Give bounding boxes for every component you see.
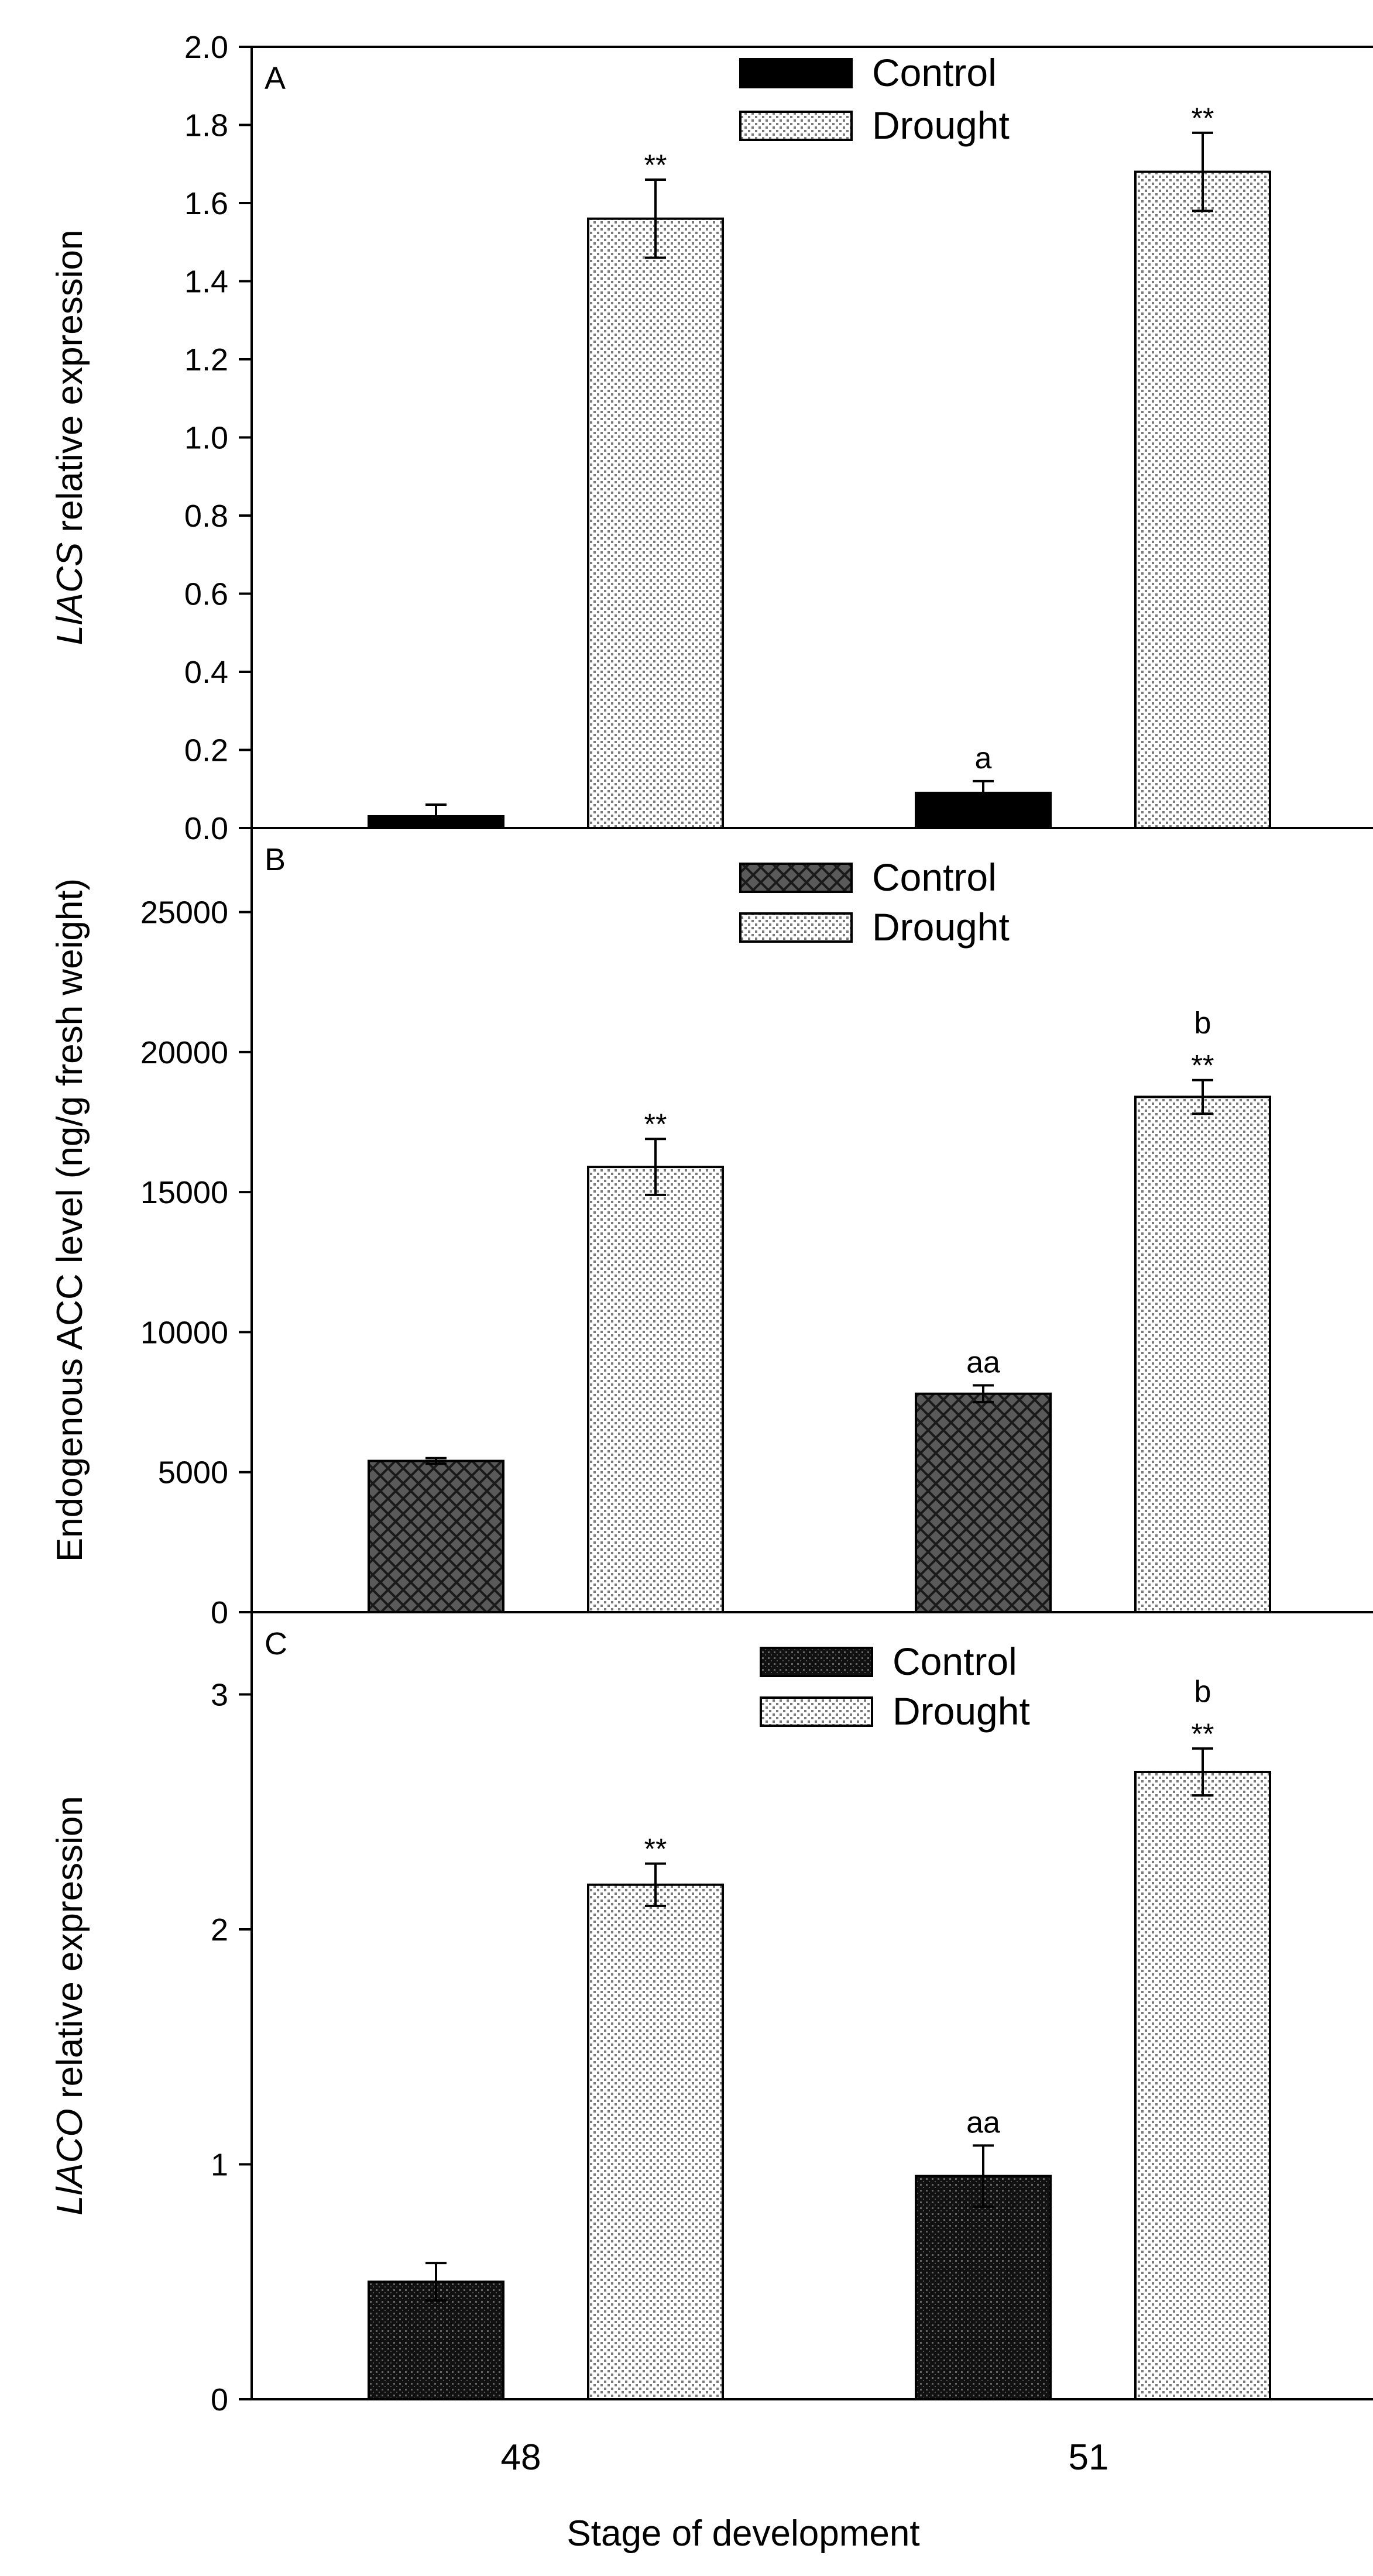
y-axis-label-rest: relative expression: [50, 230, 90, 542]
legend-swatch-control: [739, 58, 853, 88]
significance-stars: **: [1192, 1049, 1214, 1082]
panel-c: aa ** ** b 0 1 2 3 C LlACO relative expression Con…: [50, 1612, 1373, 2478]
y-tick-label: 1.0: [184, 421, 228, 456]
y-tick-label: 0.6: [184, 577, 228, 612]
bar-drought-48: [587, 1166, 724, 1613]
error-bar: [645, 1862, 666, 1907]
panel-letter: B: [265, 842, 286, 877]
legend-label-drought: Drought: [872, 905, 1010, 949]
y-tick-label: 1.2: [184, 342, 228, 377]
y-axis-label: LlACO relative expression: [50, 1796, 90, 2216]
y-tick-label: 5000: [158, 1455, 228, 1490]
error-bar: [425, 1457, 447, 1465]
bar-drought-48: [587, 217, 724, 830]
significance-stars: **: [644, 1833, 667, 1866]
y-tick-label: 0: [211, 1595, 228, 1630]
significance-letter: a: [975, 741, 992, 775]
bar-control-48: [368, 1459, 504, 1614]
error-bar: [1192, 1079, 1213, 1115]
bar-control-51: [915, 1392, 1052, 1614]
y-tick-label: 0.2: [184, 733, 228, 768]
panel-letter: A: [265, 61, 286, 96]
panel-a: a ** ** 0.0 0.2 0.4 0.6 0.8 1.0 1.2 1.4 1.6 1.8 2.0 A L…: [50, 30, 1373, 846]
y-tick-label: 1.6: [184, 186, 228, 221]
significance-letter: b: [1194, 1007, 1211, 1040]
y-tick-label: 0.0: [184, 811, 228, 846]
legend-swatch-control: [760, 1647, 873, 1677]
bar-control-51: [915, 2175, 1052, 2400]
significance-letter: b: [1194, 1675, 1211, 1709]
error-bar: [1192, 1747, 1213, 1797]
error-bar: [425, 2262, 447, 2302]
y-tick-label: 1.4: [184, 265, 228, 300]
x-tick-label: 48: [501, 2437, 541, 2478]
error-bar: [973, 1384, 994, 1404]
x-axis-label: Stage of development: [567, 2513, 919, 2554]
significance-stars: **: [1192, 102, 1214, 135]
y-tick-label: 10000: [140, 1315, 228, 1350]
error-bar: [645, 178, 666, 259]
y-tick-label: 2.0: [184, 30, 228, 65]
legend-label-drought: Drought: [893, 1689, 1030, 1733]
legend-label-drought: Drought: [872, 104, 1010, 147]
y-axis-label-gene: LlACO: [50, 2108, 90, 2216]
significance-stars: **: [644, 149, 667, 181]
significance-stars: **: [1192, 1718, 1214, 1750]
y-axis-label: LlACS relative expression: [50, 230, 90, 645]
y-axis-label: Endogenous ACC level (ng/g fresh weight): [50, 878, 90, 1562]
significance-letter: aa: [966, 2106, 1000, 2139]
error-bar: [1192, 131, 1213, 212]
bar-drought-48: [587, 1883, 724, 2401]
error-bar: [645, 1138, 666, 1196]
y-axis-label-rest: relative expression: [50, 1796, 90, 2108]
y-tick-label: 0.4: [184, 655, 228, 690]
significance-stars: **: [644, 1108, 667, 1141]
y-tick-label: 1.8: [184, 108, 228, 143]
panel-b: aa ** ** b 0 5000 10000 15000 20000 25000 B Endogen…: [50, 828, 1373, 1630]
legend-swatch-drought: [739, 912, 853, 943]
y-tick-label: 3: [211, 1678, 228, 1713]
x-tick-label: 51: [1069, 2437, 1109, 2478]
legend-label-control: Control: [893, 1640, 1017, 1683]
bar-drought-51: [1134, 1771, 1271, 2400]
legend-swatch-control: [739, 863, 853, 893]
panel-letter: C: [265, 1626, 287, 1661]
y-tick-label: 0.8: [184, 499, 228, 534]
y-tick-label: 25000: [140, 895, 228, 930]
legend-swatch-drought: [739, 111, 853, 141]
y-tick-label: 2: [211, 1912, 228, 1948]
y-tick-label: 20000: [140, 1035, 228, 1070]
significance-letter: aa: [966, 1345, 1000, 1379]
bar-drought-51: [1134, 1095, 1271, 1613]
error-bar: [973, 779, 994, 806]
legend-swatch-drought: [760, 1696, 873, 1727]
y-axis-label-gene: LlACS: [50, 542, 90, 645]
bar-drought-51: [1134, 170, 1271, 830]
y-tick-label: 1: [211, 2148, 228, 2183]
y-tick-label: 15000: [140, 1175, 228, 1210]
error-bar: [973, 2144, 994, 2208]
y-tick-label: 0: [211, 2382, 228, 2417]
legend-label-control: Control: [872, 856, 997, 899]
legend-label-control: Control: [872, 51, 997, 94]
